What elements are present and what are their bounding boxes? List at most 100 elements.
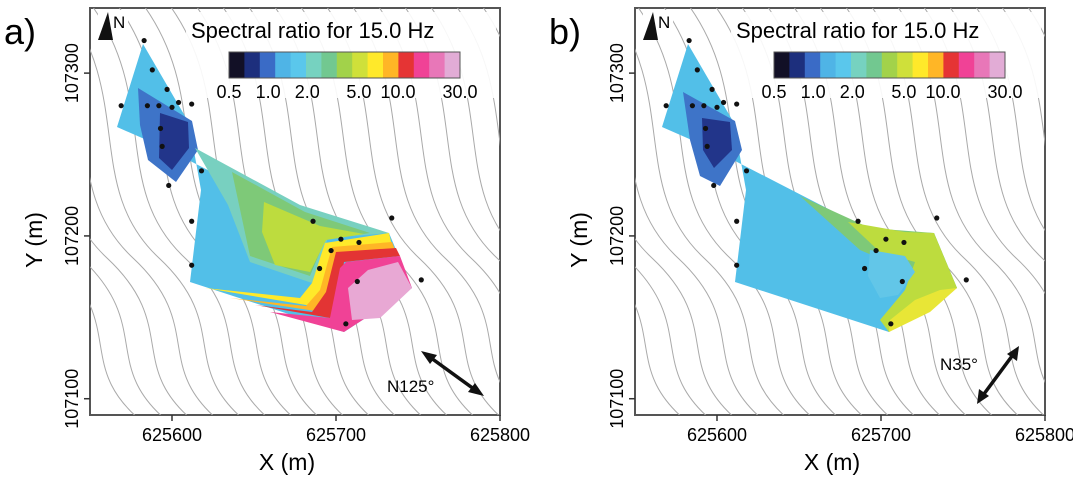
station-marker — [166, 182, 172, 189]
colorbar-tick-label: 30.0 — [442, 82, 477, 102]
zone-yellow-b — [889, 288, 957, 332]
x-axis-title-b: X (m) — [804, 449, 860, 475]
direction-arrow-a: N125° — [387, 351, 484, 396]
contour-line — [637, 8, 811, 415]
station-marker — [189, 101, 195, 107]
north-label-a: N — [113, 13, 125, 32]
station-marker — [418, 277, 424, 283]
colorbar-tick-label: 30.0 — [987, 82, 1022, 102]
colorbar-cell — [912, 52, 929, 78]
x-tick-label: 625700 — [851, 425, 911, 445]
y-tick-label: 107300 — [62, 43, 82, 103]
zone-red-a — [255, 248, 400, 318]
station-marker — [686, 37, 692, 44]
y-tick-label: 107300 — [607, 43, 627, 103]
colorbar-cell — [259, 52, 276, 78]
colorbar-cell — [804, 52, 821, 78]
colorbar-cell — [974, 52, 991, 78]
station-marker — [157, 125, 164, 132]
panel-a: a) 625600 625700 625800107100107200107300 … — [4, 7, 530, 475]
contour-line — [92, 8, 266, 415]
direction-head-end-a — [468, 383, 484, 396]
zone-yellow-a — [205, 233, 392, 307]
x-tick-label: 625700 — [306, 425, 366, 445]
station-marker — [862, 265, 868, 272]
colorbar-b: Spectral ratio for 15.0 Hz 0.5 1.0 2.0 5.0 1… — [731, 12, 1041, 102]
zone-pink-a — [348, 262, 412, 320]
station-marker — [156, 103, 162, 109]
colorbar-title-a: Spectral ratio for 15.0 Hz — [191, 18, 434, 43]
y-tick-label: 107200 — [607, 206, 627, 266]
zone-navy-a — [159, 113, 189, 170]
x-axis-title-a: X (m) — [259, 449, 315, 475]
station-marker — [711, 182, 717, 189]
north-label-b: N — [658, 13, 670, 32]
colorbar-tick-label: 2.0 — [840, 82, 865, 102]
station-marker — [198, 168, 205, 174]
station-marker — [734, 218, 740, 224]
colorbar-a: Spectral ratio for 15.0 Hz 0.5 1.0 2.0 5.0 1… — [186, 12, 496, 102]
north-arrow-a: N — [98, 10, 128, 40]
stations-b — [663, 37, 969, 327]
station-marker — [714, 104, 720, 110]
colorbar-cell — [413, 52, 430, 78]
colorbar-tick-label: 2.0 — [295, 82, 320, 102]
zone-orange-a — [230, 242, 396, 312]
station-marker — [702, 125, 709, 132]
colorbar-cell — [244, 52, 261, 78]
ratio-surface-a — [117, 44, 412, 332]
contour-line — [635, 266, 707, 415]
contour-line — [90, 303, 136, 415]
station-marker — [310, 218, 316, 224]
y-tick-label: 107200 — [62, 206, 82, 266]
colorbar-cell — [336, 52, 353, 78]
station-marker — [689, 103, 696, 109]
axis-ticks-b: 625600 625700 625800 107100 107200 107300 — [607, 43, 1073, 445]
colorbar-cell — [275, 52, 292, 78]
colorbar-cell — [958, 52, 975, 78]
colorbar-cell — [820, 52, 837, 78]
station-marker — [343, 321, 349, 327]
station-marker — [899, 278, 905, 285]
direction-line-b — [979, 350, 1017, 400]
contour-line — [635, 176, 759, 415]
station-marker — [888, 321, 894, 327]
colorbar-cell — [383, 52, 399, 78]
direction-arrow-b: N35° — [940, 346, 1019, 404]
colorbar-cell — [352, 52, 369, 78]
colorbar-cell — [306, 52, 322, 78]
colorbar-border — [773, 51, 1006, 79]
station-marker — [189, 218, 195, 224]
colorbar-cell — [928, 52, 944, 78]
colorbar-cell — [881, 52, 898, 78]
contour-line — [635, 237, 733, 415]
north-arrow-icon-b — [643, 12, 658, 40]
ratio-surface-b — [662, 44, 957, 332]
station-marker — [883, 236, 889, 242]
station-marker — [141, 37, 147, 44]
contour-line — [90, 266, 162, 415]
station-marker — [963, 277, 969, 283]
direction-label-b: N35° — [940, 355, 978, 374]
colorbar-tick-label: 1.0 — [801, 82, 826, 102]
station-marker — [734, 101, 740, 107]
colorbar-cell — [367, 52, 384, 78]
station-marker — [743, 168, 750, 174]
station-marker — [694, 67, 700, 73]
station-marker — [934, 215, 940, 221]
colorbar-cell — [989, 52, 1006, 78]
station-marker — [704, 143, 710, 149]
station-marker — [164, 86, 170, 92]
contour-line — [635, 303, 681, 415]
station-marker — [720, 99, 727, 106]
colorbar-cell — [835, 52, 852, 78]
colorbar-tick-label: 10.0 — [380, 82, 415, 102]
colorbar-cell — [774, 52, 790, 78]
colorbar-cell — [229, 52, 245, 78]
station-marker — [663, 103, 669, 109]
y-axis-title-a: Y (m) — [21, 212, 47, 268]
direction-line-a — [425, 353, 480, 394]
colorbar-cell — [897, 52, 914, 78]
